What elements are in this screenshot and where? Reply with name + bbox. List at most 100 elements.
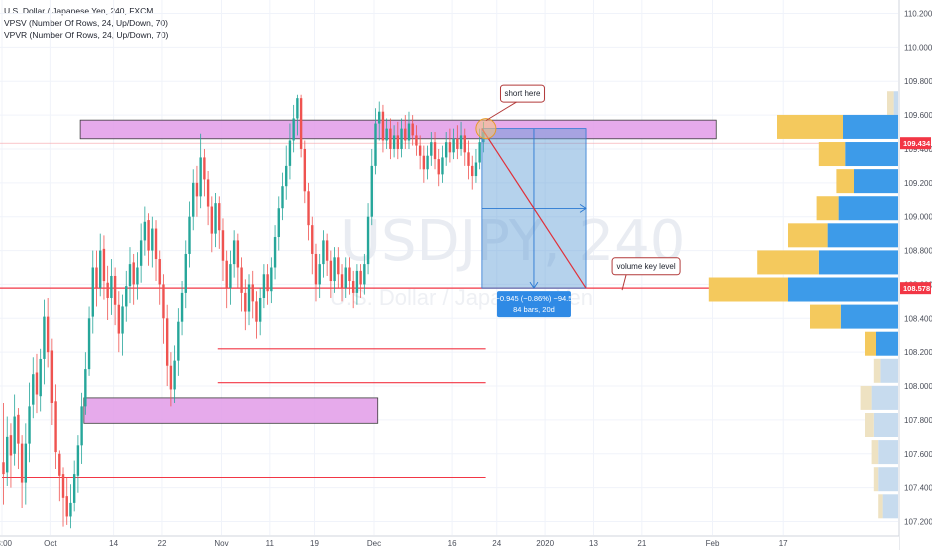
price-tick-label: 107.600 [904,450,932,459]
price-tick-label: 108.400 [904,314,932,323]
volume-profile-up-bar [860,385,872,410]
candle-body [266,274,269,292]
supply-demand-zone[interactable] [83,397,379,424]
candle-body [441,157,444,175]
time-tick-label: 19 [310,539,319,548]
candle-body [240,267,243,293]
price-tag [900,137,931,150]
price-tick-label: 110.200 [904,9,932,18]
price-tick-label: 109.000 [904,213,932,222]
candle-body [84,369,87,407]
candle-body [318,264,321,285]
candle-body [366,216,370,265]
candle-body [158,259,161,285]
candle-body [173,360,176,390]
candle-body [106,282,109,298]
measure-label-box [496,291,571,318]
candle-body [273,237,277,268]
time-tick-label: Dec [367,539,381,548]
candle-body [355,270,359,293]
candle-body [344,267,347,288]
price-tick-label: 108.800 [904,247,932,256]
candle-body [87,318,91,370]
time-tick-label: 13 [589,539,598,548]
volume-profile-down-bar [788,277,898,302]
volume-profile-down-bar [854,169,898,194]
callout-short-here[interactable] [499,84,545,103]
volume-profile-up-bar [878,494,883,519]
volume-profile-down-bar [845,142,898,167]
candle-body [154,228,158,260]
candle-body [422,155,426,170]
volume-profile-up-bar [887,91,894,116]
candle-body [162,284,165,319]
price-tick-label: 109.800 [904,77,932,86]
candle-body [99,250,102,288]
candle-body [258,297,262,322]
candle-body [188,216,191,254]
candle-body [214,203,217,234]
arrow-down-icon [529,281,539,289]
candle-body [139,240,143,266]
price-tick-label: 108.200 [904,348,932,357]
candle-body [463,135,466,153]
trend-line[interactable] [481,128,587,289]
candle-body [199,157,202,197]
candle-body [232,240,236,265]
candle-body [236,240,240,268]
volume-profile-down-bar [878,440,898,465]
short-entry-marker[interactable] [475,118,497,140]
candle-body [363,264,366,285]
callout-volume-key-level[interactable] [611,257,681,276]
candle-body [396,135,400,149]
candle-body [151,228,154,251]
candle-body [415,135,418,146]
candle-body [43,316,46,359]
candle-body [110,275,113,298]
volume-profile-down-bar [873,413,898,437]
price-tick-label: 108.000 [904,382,932,391]
candle-body [311,225,314,254]
candle-body [80,406,83,446]
candle-body [374,123,377,166]
candle-body [136,267,139,285]
candle-body [69,502,72,517]
volume-profile-down-bar [876,331,898,356]
volume-profile-down-bar [893,91,898,116]
price-axis[interactable] [899,0,932,550]
candle-body [39,358,42,397]
volume-profile-up-bar [871,440,879,465]
measure-label-change: −0.945 (−0.86%) −94.5 [495,294,572,303]
candle-body [221,230,225,261]
price-tick-label: 109.600 [904,111,932,120]
volume-profile-up-bar [777,114,843,139]
arrow-right-icon [579,204,587,213]
price-tag [900,282,931,295]
price-tick-label: 109.400 [904,145,932,154]
volume-profile-up-bar [788,223,828,248]
candle-body [203,157,206,180]
candle-body [54,401,57,453]
candle-body [17,414,20,444]
volume-profile-up-bar [873,467,879,492]
candle-body [102,248,106,282]
candle-body [437,159,440,175]
callout-pointer [485,101,517,122]
price-tag-label: 108.578 [903,284,930,293]
candle-body [452,138,455,153]
volume-profile-up-bar [810,304,841,329]
candle-body [333,257,336,282]
price-tick-label: 107.400 [904,484,932,493]
candle-body [247,284,251,312]
time-tick-label: 13:00 [0,539,13,548]
candle-body [244,292,247,312]
candle-body [225,260,228,288]
candle-body [281,186,284,209]
volume-profile-up-bar [873,358,881,383]
candle-body [400,128,403,149]
candle-body [229,264,232,288]
time-axis[interactable] [0,536,899,550]
candle-body [404,128,407,141]
time-tick-label: 22 [158,539,167,548]
